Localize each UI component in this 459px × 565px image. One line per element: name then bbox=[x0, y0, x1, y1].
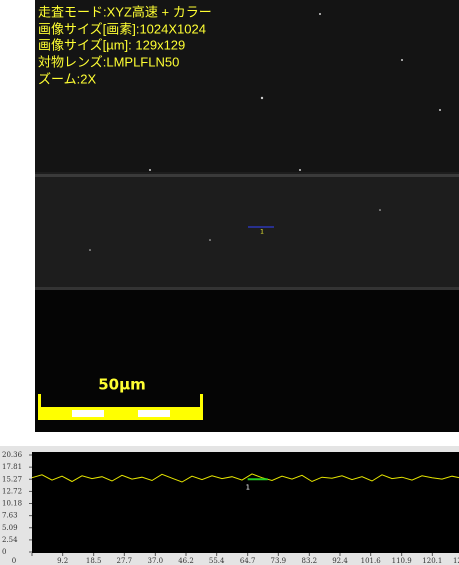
x-tick-label: 37.0 bbox=[148, 557, 164, 565]
x-tick-label: 83.2 bbox=[302, 557, 318, 565]
info-line: 画像サイズ[画素]:1024X1024 bbox=[38, 21, 206, 36]
x-tick-label: 92.4 bbox=[332, 557, 348, 565]
plot-area bbox=[32, 452, 459, 553]
band-edge bbox=[35, 287, 459, 290]
y-tick-label: 7.63 bbox=[2, 512, 18, 520]
x-tick-label: 27.7 bbox=[117, 557, 133, 565]
x-tick-label: 73.9 bbox=[271, 557, 287, 565]
x-tick-label: 9.2 bbox=[57, 557, 68, 565]
info-line: 画像サイズ[µm]: 129x129 bbox=[38, 37, 185, 52]
x-tick-label: 129.3 bbox=[453, 557, 459, 565]
y-tick-label: 0 bbox=[2, 548, 6, 556]
y-tick-label: 5.09 bbox=[2, 524, 18, 532]
info-line: 対物レンズ:LMPLFLN50 bbox=[38, 54, 179, 69]
band-edge bbox=[35, 174, 459, 177]
y-tick-label: 20.36 bbox=[2, 451, 23, 459]
x-tick-label: 101.6 bbox=[361, 557, 382, 565]
x-tick-label: 64.7 bbox=[240, 557, 256, 565]
x-tick-label: 55.4 bbox=[209, 557, 225, 565]
x-tick-label: 0 bbox=[12, 557, 16, 565]
image-band bbox=[35, 172, 459, 290]
y-tick-label: 2.54 bbox=[2, 536, 18, 544]
y-tick-label: 12.72 bbox=[2, 487, 22, 495]
cursor-label: 1 bbox=[246, 483, 250, 491]
info-line: ズーム:2X bbox=[38, 71, 96, 86]
info-line: 走査モード:XYZ高速 + カラー bbox=[38, 4, 212, 19]
viewer: 1 走査モード:XYZ高速 + カラー 画像サイズ[画素]:1024X1024 … bbox=[0, 0, 459, 565]
x-tick-label: 110.9 bbox=[392, 557, 412, 565]
x-tick-label: 46.2 bbox=[178, 557, 194, 565]
x-tick-label: 120.1 bbox=[422, 557, 442, 565]
y-tick-label: 10.18 bbox=[2, 500, 22, 508]
marker-label: 1 bbox=[260, 229, 264, 236]
y-tick-label: 17.81 bbox=[2, 463, 22, 471]
y-tick-label: 15.27 bbox=[2, 475, 22, 483]
page: 1 走査モード:XYZ高速 + カラー 画像サイズ[画素]:1024X1024 … bbox=[0, 0, 459, 565]
scale-label: 50µm bbox=[98, 376, 146, 394]
x-tick-label: 18.5 bbox=[86, 557, 102, 565]
